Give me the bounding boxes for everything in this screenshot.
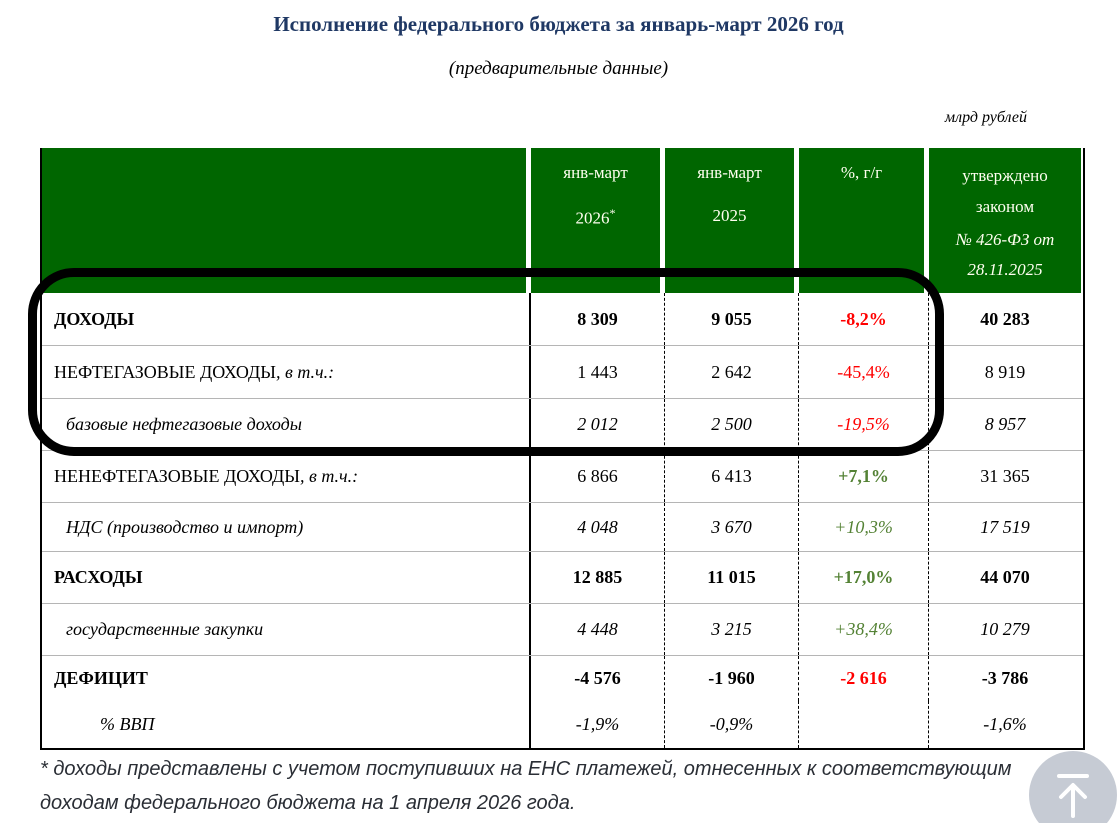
table-row: % ВВП -1,9% -0,9% -1,6% xyxy=(42,701,1083,748)
cell-value: 17 519 xyxy=(980,516,1030,537)
header-line: янв-март xyxy=(697,163,762,182)
cell-change-yoy: +38,4% xyxy=(799,604,929,655)
cell-value: -3 786 xyxy=(981,668,1029,688)
table-row: НДС (производство и импорт) 4 048 3 670 +10… xyxy=(42,502,1083,551)
header-cell-approved: утверждено законом № 426-ФЗ от 28.11.2025 xyxy=(929,148,1081,293)
table-row: ДОХОДЫ 8 309 9 055 -8,2% 40 283 xyxy=(42,293,1083,345)
row-label: НЕФТЕГАЗОВЫЕ ДОХОДЫ, в т.ч.: xyxy=(42,346,531,398)
row-label: % ВВП xyxy=(42,701,531,748)
cell-change-yoy: -2 616 xyxy=(799,656,929,701)
cell-value: 1 443 xyxy=(531,346,665,398)
footnote-line: доходам федерального бюджета на 1 апреля… xyxy=(40,792,576,814)
row-label: РАСХОДЫ xyxy=(42,552,531,603)
row-label: ДОХОДЫ xyxy=(42,293,531,345)
cell-value: -4 576 xyxy=(531,656,665,701)
cell-change-yoy: -19,5% xyxy=(799,399,929,450)
row-label: ДЕФИЦИТ xyxy=(42,656,531,701)
header-cell-2026: янв-март 2026* xyxy=(531,148,665,293)
cell-value: 3 670 xyxy=(665,503,799,551)
row-label: НЕНЕФТЕГАЗОВЫЕ ДОХОДЫ, в т.ч.: xyxy=(42,451,531,502)
row-label-suffix: , в т.ч.: xyxy=(276,361,335,382)
cell-value: 40 283 xyxy=(980,308,1030,329)
header-cell-category xyxy=(42,148,531,293)
header-line: янв-март xyxy=(563,163,628,182)
cell-change-yoy xyxy=(799,701,929,748)
cell-value: 31 365 xyxy=(980,466,1030,486)
cell-value: 12 885 xyxy=(531,552,665,603)
row-label: НДС (производство и импорт) xyxy=(42,503,531,551)
cell-value: 3 215 xyxy=(665,604,799,655)
cell-value: 44 070 xyxy=(980,567,1030,587)
cell-change-yoy: -45,4% xyxy=(799,346,929,398)
table-row: базовые нефтегазовые доходы 2 012 2 500 -19… xyxy=(42,398,1083,450)
header-line: законом xyxy=(975,197,1035,216)
table-body: ДОХОДЫ 8 309 9 055 -8,2% 40 283 НЕФТЕГАЗОВЫЕ … xyxy=(42,293,1083,748)
table-header-row: янв-март 2026* янв-март 2025 %, г/г утве… xyxy=(42,148,1083,293)
cell-value: 2 642 xyxy=(665,346,799,398)
cell-value: 2 500 xyxy=(665,399,799,450)
law-reference: № 426-ФЗ от 28.11.2025 xyxy=(955,230,1055,279)
scroll-to-top-button[interactable] xyxy=(1029,751,1117,823)
cell-value: 8 309 xyxy=(531,293,665,345)
row-label-suffix: , в т.ч.: xyxy=(300,466,359,486)
row-label: государственные закупки xyxy=(42,604,531,655)
page-subtitle: (предварительные данные) xyxy=(448,58,669,79)
budget-table: янв-март 2026* янв-март 2025 %, г/г утве… xyxy=(40,148,1085,750)
header-cell-yoy: %, г/г xyxy=(799,148,929,293)
row-label: базовые нефтегазовые доходы xyxy=(42,399,531,450)
cell-value: 6 866 xyxy=(531,451,665,502)
header-cell-2025: янв-март 2025 xyxy=(665,148,799,293)
units-label: млрд рублей xyxy=(944,109,1027,126)
cell-value: 10 279 xyxy=(980,619,1030,639)
cell-value: 4 048 xyxy=(531,503,665,551)
cell-value: 4 448 xyxy=(531,604,665,655)
cell-value: -0,9% xyxy=(665,701,799,748)
cell-value: 11 015 xyxy=(665,552,799,603)
table-row: РАСХОДЫ 12 885 11 015 +17,0% 44 070 xyxy=(42,551,1083,603)
cell-value: -1,6% xyxy=(983,714,1027,734)
cell-value: 8 957 xyxy=(984,414,1026,434)
header-line: 2026* xyxy=(575,206,616,228)
footnote: * доходы представлены с учетом поступивш… xyxy=(40,752,1100,820)
table-row: НЕНЕФТЕГАЗОВЫЕ ДОХОДЫ, в т.ч.: 6 866 6 413… xyxy=(42,450,1083,502)
cell-change-yoy: -8,2% xyxy=(799,293,929,345)
table-row: ДЕФИЦИТ -4 576 -1 960 -2 616 -3 786 xyxy=(42,655,1083,701)
header-line: %, г/г xyxy=(840,163,883,182)
cell-value: 8 919 xyxy=(984,361,1026,382)
cell-change-yoy: +7,1% xyxy=(799,451,929,502)
table-row: государственные закупки 4 448 3 215 +38,4% 1… xyxy=(42,603,1083,655)
footnote-line: * доходы представлены с учетом поступивш… xyxy=(40,758,1012,780)
cell-change-yoy: +10,3% xyxy=(799,503,929,551)
cell-value: -1,9% xyxy=(531,701,665,748)
header-line: утверждено xyxy=(962,166,1048,185)
footnote-asterisk: * xyxy=(609,206,616,220)
cell-value: 6 413 xyxy=(665,451,799,502)
arrow-up-to-top-icon xyxy=(1050,769,1096,821)
page-title: Исполнение федерального бюджета за январ… xyxy=(273,12,844,36)
cell-value: 2 012 xyxy=(531,399,665,450)
header-line: 2025 xyxy=(712,206,747,225)
cell-value: 9 055 xyxy=(665,293,799,345)
cell-change-yoy: +17,0% xyxy=(799,552,929,603)
cell-value: -1 960 xyxy=(665,656,799,701)
table-row: НЕФТЕГАЗОВЫЕ ДОХОДЫ, в т.ч.: 1 443 2 642 -4… xyxy=(42,345,1083,398)
